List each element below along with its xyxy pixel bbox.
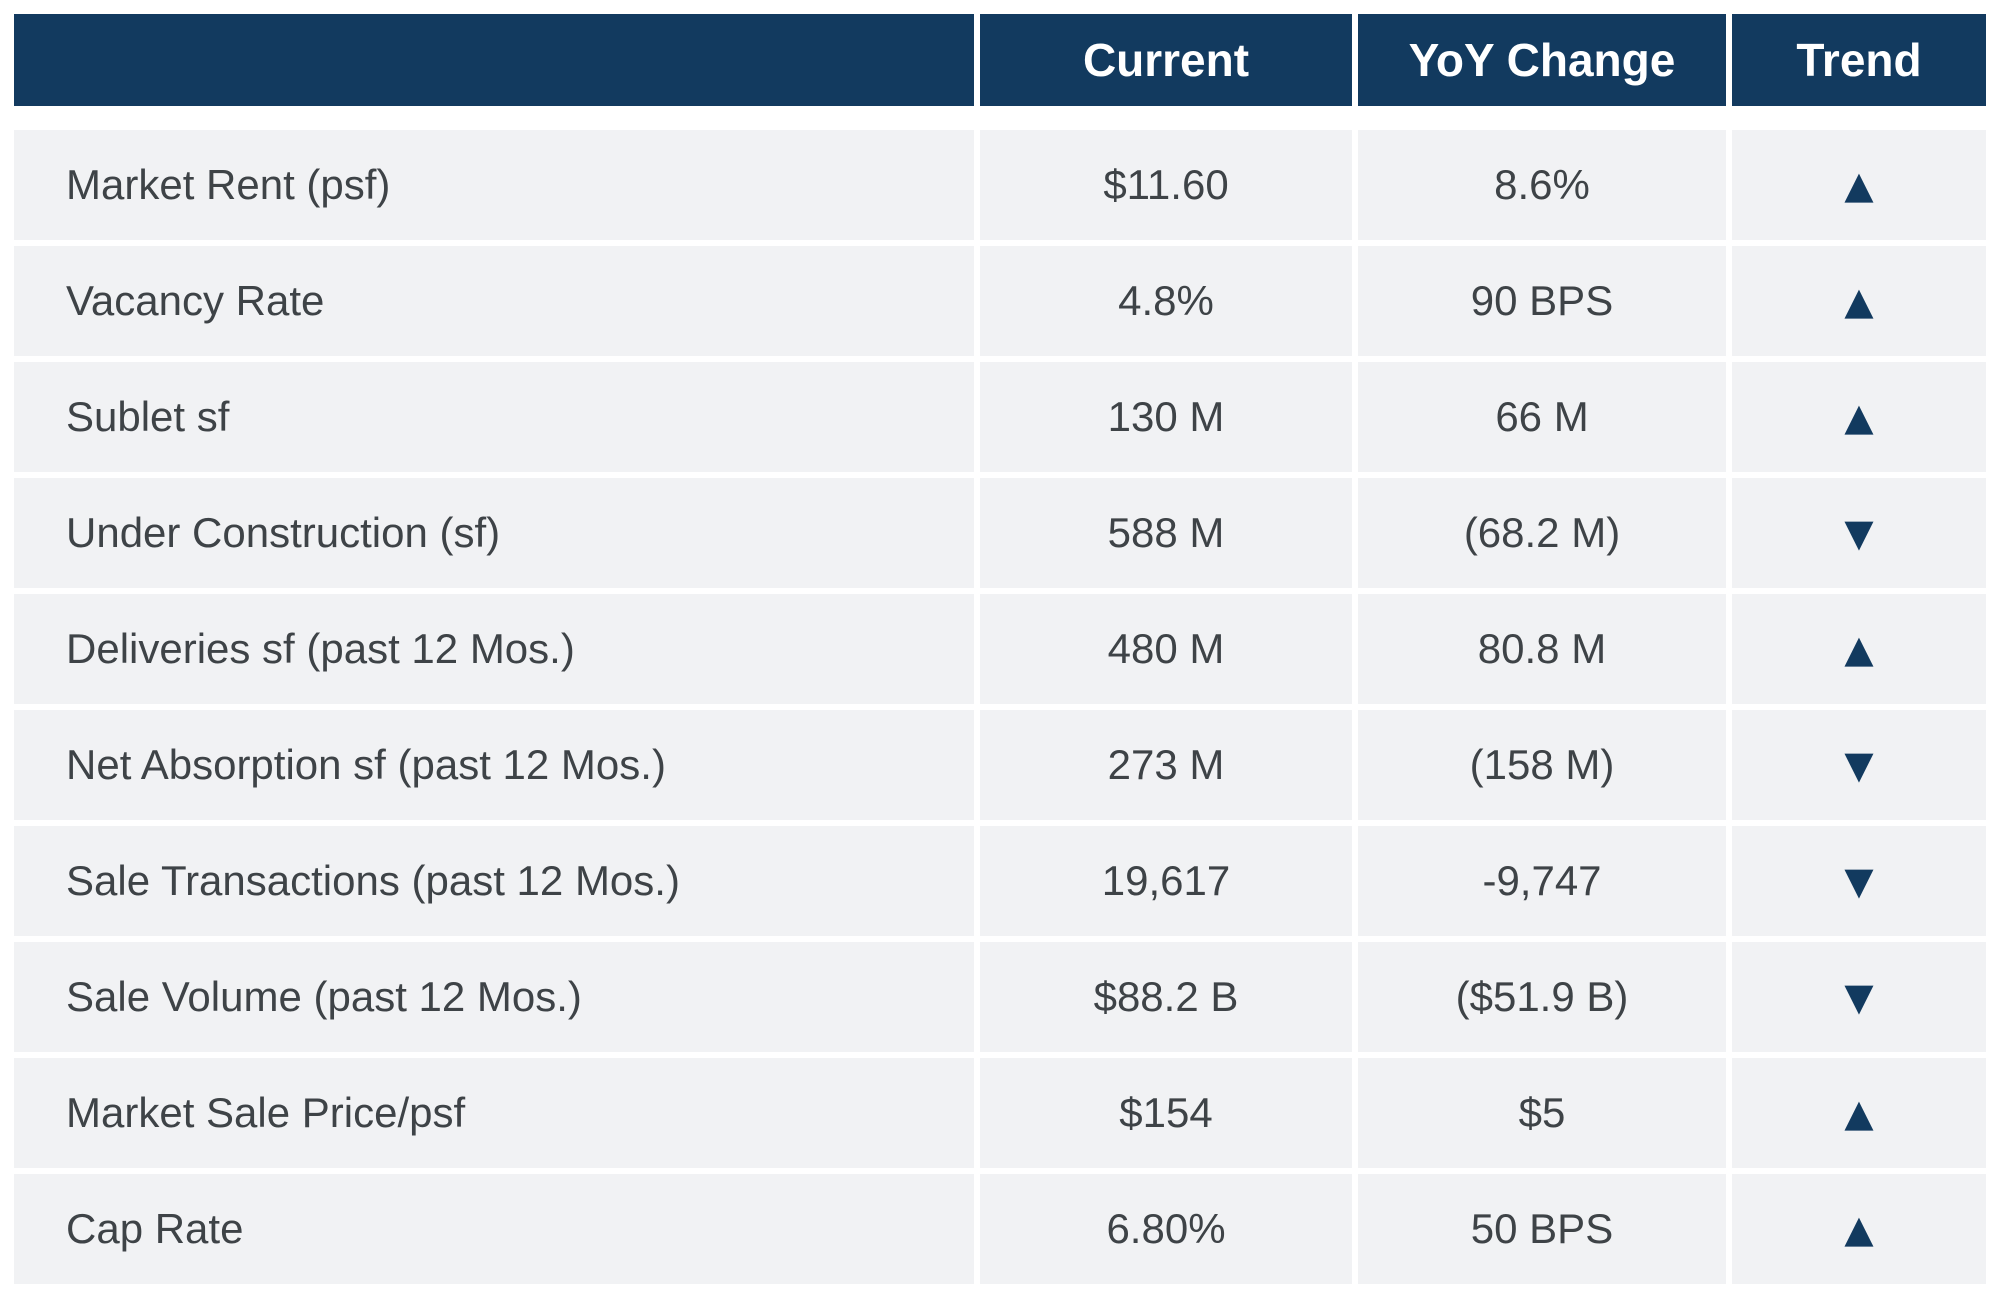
trend-cell: ▲ (1732, 130, 1986, 240)
trend-cell: ▲ (1732, 1058, 1986, 1168)
current-value: 6.80% (980, 1174, 1352, 1284)
stats-table: Current YoY Change Trend Market Rent (ps… (14, 14, 1986, 1284)
yoy-value: -9,747 (1358, 826, 1726, 936)
trend-cell: ▲ (1732, 594, 1986, 704)
yoy-value: (68.2 M) (1358, 478, 1726, 588)
row-label: Market Rent (psf) (14, 130, 974, 240)
trend-cell: ▼ (1732, 942, 1986, 1052)
yoy-value: ($51.9 B) (1358, 942, 1726, 1052)
row-label: Sale Volume (past 12 Mos.) (14, 942, 974, 1052)
row-label: Sale Transactions (past 12 Mos.) (14, 826, 974, 936)
row-label: Sublet sf (14, 362, 974, 472)
trend-down-icon: ▼ (1844, 511, 1874, 555)
trend-up-icon: ▲ (1844, 1091, 1874, 1135)
current-value: 19,617 (980, 826, 1352, 936)
trend-cell: ▲ (1732, 362, 1986, 472)
trend-up-icon: ▲ (1844, 279, 1874, 323)
yoy-value: 80.8 M (1358, 594, 1726, 704)
current-value: 273 M (980, 710, 1352, 820)
trend-up-icon: ▲ (1844, 395, 1874, 439)
current-value: $11.60 (980, 130, 1352, 240)
current-value: $88.2 B (980, 942, 1352, 1052)
yoy-value: 90 BPS (1358, 246, 1726, 356)
current-value: 4.8% (980, 246, 1352, 356)
header-cell-blank (14, 14, 974, 106)
trend-up-icon: ▲ (1844, 163, 1874, 207)
trend-cell: ▼ (1732, 478, 1986, 588)
current-value: 480 M (980, 594, 1352, 704)
trend-up-icon: ▲ (1844, 627, 1874, 671)
row-label: Vacancy Rate (14, 246, 974, 356)
trend-cell: ▲ (1732, 246, 1986, 356)
trend-up-icon: ▲ (1844, 1207, 1874, 1251)
header-cell-yoy-change: YoY Change (1358, 14, 1726, 106)
row-label: Cap Rate (14, 1174, 974, 1284)
header-cell-trend: Trend (1732, 14, 1986, 106)
yoy-value: 66 M (1358, 362, 1726, 472)
yoy-value: 8.6% (1358, 130, 1726, 240)
trend-down-icon: ▼ (1844, 859, 1874, 903)
yoy-value: 50 BPS (1358, 1174, 1726, 1284)
current-value: 588 M (980, 478, 1352, 588)
row-label: Net Absorption sf (past 12 Mos.) (14, 710, 974, 820)
current-value: $154 (980, 1058, 1352, 1168)
yoy-value: $5 (1358, 1058, 1726, 1168)
trend-down-icon: ▼ (1844, 975, 1874, 1019)
trend-cell: ▲ (1732, 1174, 1986, 1284)
row-label: Under Construction (sf) (14, 478, 974, 588)
yoy-value: (158 M) (1358, 710, 1726, 820)
trend-cell: ▼ (1732, 826, 1986, 936)
header-cell-current: Current (980, 14, 1352, 106)
trend-cell: ▼ (1732, 710, 1986, 820)
row-label: Deliveries sf (past 12 Mos.) (14, 594, 974, 704)
row-label: Market Sale Price/psf (14, 1058, 974, 1168)
current-value: 130 M (980, 362, 1352, 472)
trend-down-icon: ▼ (1844, 743, 1874, 787)
